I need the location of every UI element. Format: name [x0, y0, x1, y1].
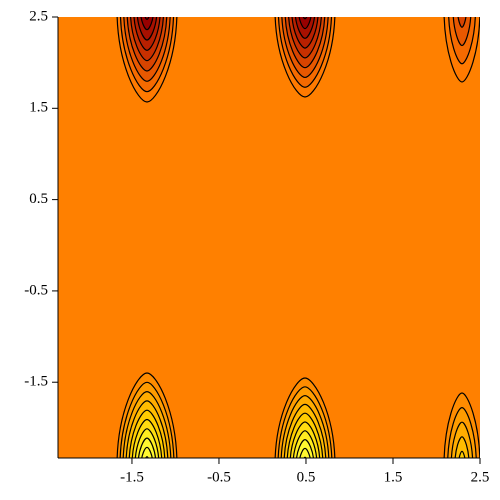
x-tick-label: 0.5 — [297, 469, 316, 485]
y-tick-label: 1.5 — [29, 100, 48, 116]
y-tick-label: -1.5 — [24, 374, 48, 390]
x-tick-label: 2.5 — [471, 469, 490, 485]
contour-line — [140, 17, 154, 31]
contour-line — [298, 17, 312, 30]
contour-line — [454, 436, 470, 458]
x-tick-label: -0.5 — [207, 469, 231, 485]
x-tick-label: 1.5 — [384, 469, 403, 485]
contour-group — [116, 17, 480, 458]
contour-line — [302, 17, 308, 20]
y-tick-label: -0.5 — [24, 282, 48, 298]
plot-area — [58, 17, 480, 458]
contour-line — [457, 17, 467, 28]
y-tick-label: 2.5 — [29, 8, 48, 24]
contour-line — [141, 446, 153, 458]
y-tick-label: 0.5 — [29, 191, 48, 207]
contour-line — [458, 450, 466, 458]
contour-line — [303, 456, 307, 458]
contour-line — [299, 447, 311, 458]
contour-line — [144, 17, 150, 20]
contour-line — [452, 17, 472, 47]
x-tick-label: -1.5 — [120, 469, 144, 485]
